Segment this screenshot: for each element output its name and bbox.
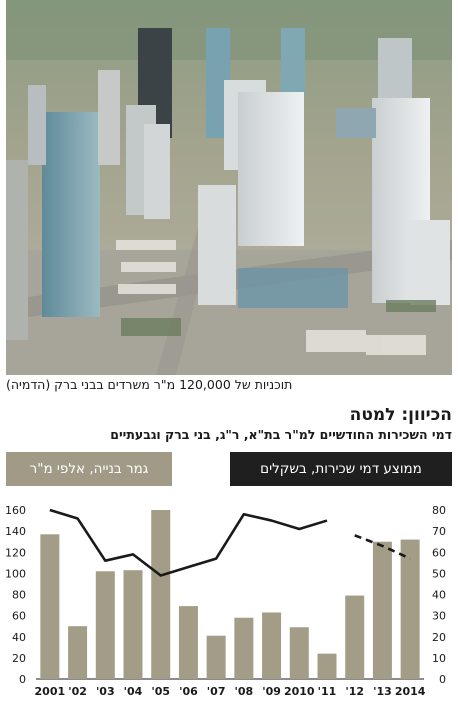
x-tick-label: '06 xyxy=(179,685,198,698)
left-axis-tick-label: 140 xyxy=(5,525,26,538)
x-tick-label: '08 xyxy=(235,685,254,698)
bar-13 xyxy=(400,539,420,679)
right-axis-tick-label: 80 xyxy=(432,504,446,517)
x-tick-label: '11 xyxy=(318,685,337,698)
city-rendering-image xyxy=(6,0,452,375)
left-axis-tick-label: 20 xyxy=(12,652,26,665)
left-axis-tick-label: 60 xyxy=(12,610,26,623)
chart-subtitle: דמי השכירות החודשיים למ"ר בת"א, ר"ג, בני… xyxy=(110,427,452,442)
left-axis-tick-label: 160 xyxy=(5,504,26,517)
photo-caption: תוכניות של 120,000 מ"ר משרדים בבני ברק (… xyxy=(6,377,452,397)
bar-8 xyxy=(262,612,282,679)
bar-0 xyxy=(40,534,60,679)
left-axis-legend-label: גמר בנייה, אלפי מ"ר xyxy=(29,461,149,477)
rent-and-construction-chart: 0 20 40 60 80 100 120 140 160 0 10 20 30 40 50 60 70 80 20… xyxy=(5,504,446,698)
right-axis-tick-label: 20 xyxy=(432,631,446,644)
bar-3 xyxy=(123,570,143,679)
caption-text: תוכניות של 120,000 מ"ר משרדים בבני ברק (… xyxy=(6,377,293,392)
bar-9 xyxy=(289,627,309,679)
x-tick-label: '03 xyxy=(96,685,115,698)
x-tick-label: 2010 xyxy=(284,685,315,698)
bar-5 xyxy=(178,606,198,679)
chart-title: הכיוון: למטה xyxy=(349,405,452,425)
bar-1 xyxy=(68,626,88,679)
left-axis-tick-label: 40 xyxy=(12,631,26,644)
left-axis-legend: גמר בנייה, אלפי מ"ר xyxy=(6,452,172,486)
x-tick-label: 2001 xyxy=(35,685,66,698)
bar-11 xyxy=(345,595,365,679)
right-axis-tick-label: 50 xyxy=(432,567,446,580)
left-axis-tick-label: 100 xyxy=(5,567,26,580)
bar-7 xyxy=(234,617,254,679)
right-axis-tick-label: 40 xyxy=(432,589,446,602)
rent-line xyxy=(49,508,328,577)
bar-12 xyxy=(372,541,392,679)
bar-4 xyxy=(151,510,171,679)
x-tick-label: '02 xyxy=(68,685,87,698)
right-axis-tick-label: 10 xyxy=(432,652,446,665)
right-axis-tick-label: 0 xyxy=(439,673,446,686)
left-axis-tick-label: 80 xyxy=(12,589,26,602)
left-axis-tick-label: 0 xyxy=(19,673,26,686)
bar-10 xyxy=(317,653,337,679)
bar-2 xyxy=(95,571,115,679)
x-tick-label: '07 xyxy=(207,685,226,698)
rendering-photo xyxy=(6,0,452,375)
x-tick-label: '05 xyxy=(151,685,170,698)
bar-6 xyxy=(206,635,226,679)
right-axis-legend: ממוצע דמי שכירות, בשקלים xyxy=(230,452,452,486)
right-axis-legend-label: ממוצע דמי שכירות, בשקלים xyxy=(260,461,422,477)
x-tick-label: 2014 xyxy=(395,685,426,698)
x-tick-label: '09 xyxy=(262,685,281,698)
x-tick-label: '12 xyxy=(345,685,364,698)
chart-heading: הכיוון: למטה דמי השכירות החודשיים למ"ר ב… xyxy=(6,404,452,444)
right-axis-tick-label: 70 xyxy=(432,525,446,538)
x-tick-label: '04 xyxy=(124,685,143,698)
right-axis-tick-label: 60 xyxy=(432,546,446,559)
x-tick-label: '13 xyxy=(373,685,392,698)
left-axis-tick-label: 120 xyxy=(5,546,26,559)
right-axis-tick-label: 30 xyxy=(432,610,446,623)
